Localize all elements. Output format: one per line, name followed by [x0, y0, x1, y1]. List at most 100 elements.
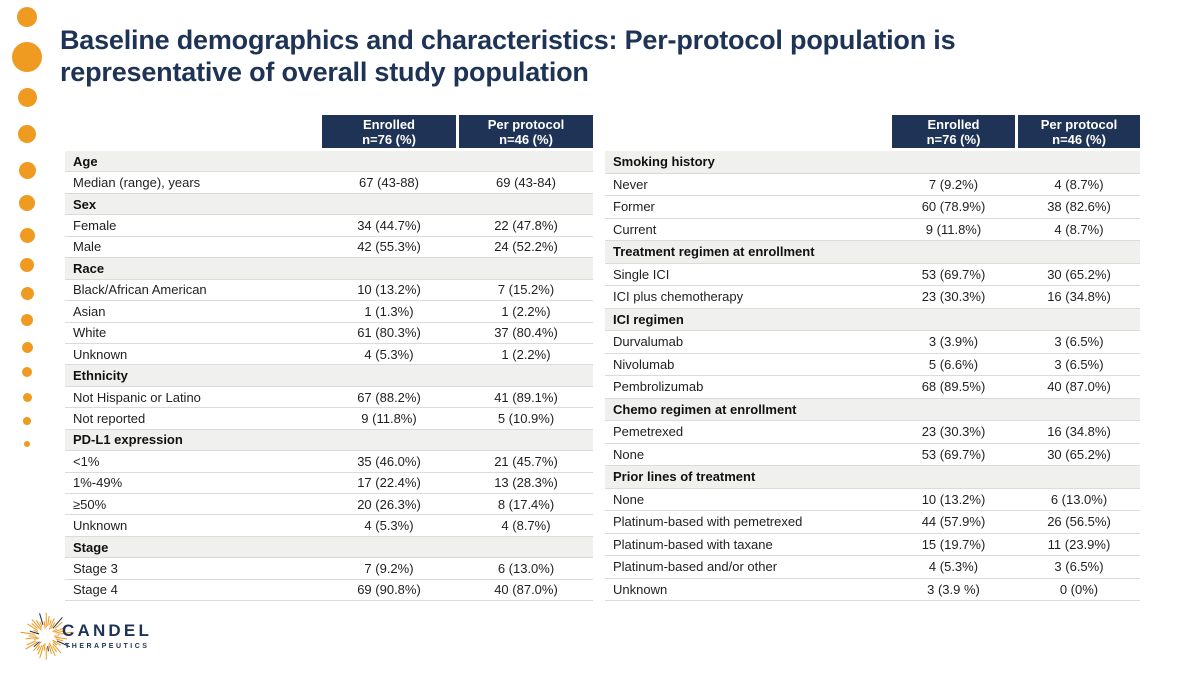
- table-header-row: Enrolled n=76 (%) Per protocol n=46 (%): [65, 115, 593, 148]
- per-protocol-value: 1 (2.2%): [501, 303, 551, 319]
- section-row: PD-L1 expression: [65, 429, 593, 452]
- row-label: Stage 4: [73, 582, 118, 598]
- header-spacer: [605, 115, 892, 148]
- enrolled-value: 44 (57.9%): [921, 514, 986, 530]
- row-label: Nivolumab: [613, 356, 675, 372]
- row-label: Female: [73, 218, 117, 234]
- row-label: Never: [613, 176, 648, 192]
- per-protocol-value: 37 (80.4%): [494, 325, 558, 341]
- logo-tagline: THERAPEUTICS: [65, 643, 150, 650]
- sunburst-icon: [20, 612, 73, 660]
- logo-brand: CANDEL: [62, 621, 153, 640]
- enrolled-value: 20 (26.3%): [357, 496, 421, 512]
- enrolled-value: 61 (80.3%): [357, 325, 421, 341]
- decorative-dot: [22, 367, 32, 377]
- table-row: <1% 35 (46.0%) 21 (45.7%): [65, 451, 593, 473]
- decorative-dot: [23, 417, 31, 425]
- per-protocol-value: 3 (6.5%): [1054, 334, 1104, 350]
- section-row: Chemo regimen at enrollment: [605, 398, 1140, 421]
- decorative-dot: [19, 195, 35, 211]
- section-label: Sex: [73, 196, 97, 212]
- section-row: ICI regimen: [605, 308, 1140, 331]
- row-label: Male: [73, 239, 102, 255]
- enrolled-value: 10 (13.2%): [357, 282, 421, 298]
- decorative-dot: [20, 258, 34, 272]
- decorative-dot: [12, 42, 42, 72]
- row-label: Not Hispanic or Latino: [73, 389, 201, 405]
- per-protocol-value: 6 (13.0%): [497, 561, 555, 577]
- row-label: ≥50%: [73, 496, 107, 512]
- per-protocol-column-header: Per protocol n=46 (%): [459, 115, 593, 148]
- row-label: Black/African American: [73, 282, 207, 298]
- row-label: Stage 3: [73, 561, 118, 577]
- enrolled-value: 23 (30.3%): [921, 424, 986, 440]
- enrolled-value: 9 (11.8%): [925, 221, 982, 237]
- section-label: ICI regimen: [613, 311, 684, 327]
- row-label: Unknown: [73, 518, 128, 534]
- enrolled-value: 34 (44.7%): [357, 218, 421, 234]
- table-row: Not reported 9 (11.8%) 5 (10.9%): [65, 408, 593, 430]
- row-label: White: [73, 325, 107, 341]
- decorative-dot: [18, 161, 36, 179]
- per-protocol-value: 69 (43-84): [496, 175, 556, 191]
- enrolled-value: 67 (88.2%): [357, 389, 421, 405]
- enrolled-value: 4 (5.3%): [364, 518, 414, 534]
- per-protocol-value: 16 (34.8%): [1047, 289, 1111, 305]
- section-label: Treatment regimen at enrollment: [613, 244, 815, 260]
- enrolled-header-line1: Enrolled: [927, 116, 980, 132]
- section-row: Race: [65, 258, 593, 280]
- enrolled-value: 4 (5.3%): [364, 346, 414, 362]
- table-row: White 61 (80.3%) 37 (80.4%): [65, 323, 593, 344]
- section-label: Prior lines of treatment: [613, 469, 756, 485]
- enrolled-header-line2: n=76 (%): [362, 131, 416, 147]
- table-row: Median (range), years 67 (43-88) 69 (43-84…: [65, 172, 593, 194]
- table-row: Unknown 3 (3.9 %) 0 (0%): [605, 579, 1140, 601]
- enrolled-value: 60 (78.9%): [921, 199, 986, 215]
- row-label: Pembrolizumab: [613, 379, 704, 395]
- section-row: Stage: [65, 536, 593, 559]
- per-protocol-value: 5 (10.9%): [497, 410, 555, 426]
- enrolled-header-line2: n=76 (%): [926, 131, 981, 147]
- decorative-dot: [17, 87, 37, 107]
- per-protocol-column-header: Per protocol n=46 (%): [1018, 115, 1140, 148]
- row-label: ICI plus chemotherapy: [613, 289, 744, 305]
- per-protocol-value: 16 (34.8%): [1047, 424, 1111, 440]
- enrolled-value: 68 (89.5%): [921, 379, 986, 395]
- row-label: Asian: [73, 303, 106, 319]
- row-label: None: [613, 491, 645, 507]
- table-row: Platinum-based and/or other 4 (5.3%) 3 (6.…: [605, 556, 1140, 579]
- per-protocol-value: 11 (23.9%): [1047, 536, 1111, 552]
- table-row: Unknown 4 (5.3%) 1 (2.2%): [65, 344, 593, 366]
- enrolled-value: 3 (3.9 %): [927, 581, 980, 597]
- table-header-row: Enrolled n=76 (%) Per protocol n=46 (%): [605, 115, 1140, 148]
- row-label: Durvalumab: [613, 334, 684, 350]
- section-row: Prior lines of treatment: [605, 466, 1140, 489]
- row-label: <1%: [73, 453, 100, 469]
- decorative-dot: [19, 227, 35, 243]
- table-row: Female 34 (44.7%) 22 (47.8%): [65, 215, 593, 237]
- section-row: Smoking history: [605, 151, 1140, 174]
- characteristics-table-right: Enrolled n=76 (%) Per protocol n=46 (%) …: [605, 115, 1140, 601]
- per-protocol-value: 1 (2.2%): [501, 346, 551, 362]
- table-row: Stage 4 69 (90.8%) 40 (87.0%): [65, 580, 593, 602]
- decorative-dot: [18, 125, 36, 143]
- per-protocol-value: 24 (52.2%): [494, 239, 558, 255]
- enrolled-header-line1: Enrolled: [362, 116, 415, 132]
- per-protocol-value: 26 (56.5%): [1047, 514, 1111, 530]
- enrolled-value: 4 (5.3%): [928, 559, 979, 575]
- per-protocol-value: 8 (17.4%): [497, 496, 555, 512]
- row-label: Median (range), years: [73, 175, 201, 191]
- demographics-table-left: Enrolled n=76 (%) Per protocol n=46 (%) …: [65, 115, 593, 602]
- table-row: Former 60 (78.9%) 38 (82.6%): [605, 196, 1140, 219]
- per-protocol-value: 21 (45.7%): [494, 453, 558, 469]
- per-protocol-value: 41 (89.1%): [494, 389, 558, 405]
- per-protocol-header-line2: n=46 (%): [499, 131, 553, 147]
- table-row: Current 9 (11.8%) 4 (8.7%): [605, 219, 1140, 241]
- table-row: None 53 (69.7%) 30 (65.2%): [605, 444, 1140, 466]
- section-label: Stage: [73, 539, 109, 555]
- row-label: Unknown: [73, 346, 128, 362]
- per-protocol-value: 3 (6.5%): [1054, 356, 1104, 372]
- enrolled-value: 15 (19.7%): [921, 536, 986, 552]
- per-protocol-value: 4 (8.7%): [1054, 221, 1104, 237]
